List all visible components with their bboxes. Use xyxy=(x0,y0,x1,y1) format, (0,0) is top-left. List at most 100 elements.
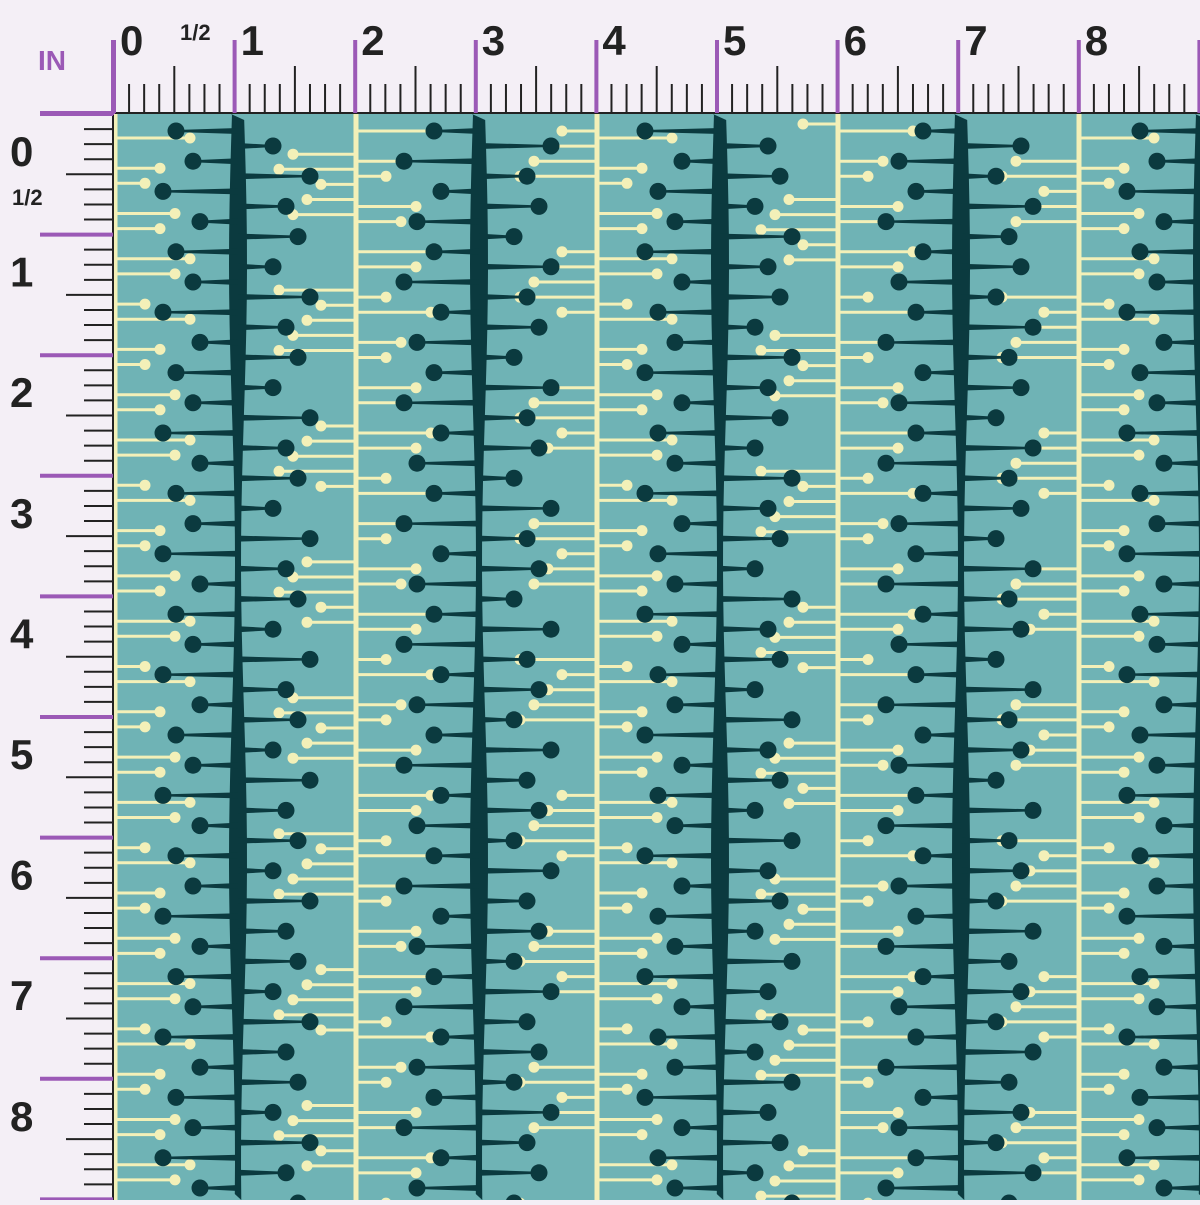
light-dot xyxy=(47,1183,58,1194)
dark-branch xyxy=(961,384,1021,391)
dark-branch xyxy=(961,1109,1021,1116)
dark-dot xyxy=(264,862,282,880)
dark-dot xyxy=(636,243,654,261)
dark-branch xyxy=(238,1079,298,1086)
light-dot xyxy=(380,835,392,847)
dark-branch xyxy=(193,520,238,527)
dark-branch xyxy=(0,1049,69,1055)
light-dot xyxy=(862,533,874,545)
dark-dot xyxy=(636,484,654,502)
left-ruler-label: 5 xyxy=(10,731,33,778)
dark-branch xyxy=(238,958,298,965)
light-dot xyxy=(380,714,392,726)
dark-dot xyxy=(277,560,295,578)
dark-branch xyxy=(434,490,479,497)
dark-branch xyxy=(720,1049,755,1055)
dark-dot xyxy=(530,439,548,457)
dark-branch xyxy=(658,1154,720,1161)
dark-dot xyxy=(37,1074,54,1091)
dark-branch xyxy=(479,143,551,149)
left-ruler-label: 1 xyxy=(10,249,33,296)
light-dot xyxy=(184,494,196,506)
light-dot xyxy=(139,1023,151,1035)
dark-dot xyxy=(425,605,443,623)
dark-dot xyxy=(395,273,413,291)
dark-branch xyxy=(479,203,539,210)
light-dot xyxy=(410,986,422,998)
dark-dot xyxy=(914,847,932,865)
dark-dot xyxy=(505,1073,523,1091)
light-dot xyxy=(395,940,407,952)
dark-dot xyxy=(1000,228,1018,246)
dark-dot xyxy=(759,1103,777,1121)
light-dot xyxy=(666,313,678,325)
dark-branch xyxy=(645,1094,720,1101)
light-dot xyxy=(154,1068,166,1080)
light-dot xyxy=(1118,525,1130,537)
light-dot xyxy=(410,925,422,937)
dark-dot xyxy=(301,167,319,185)
light-dot xyxy=(380,170,392,182)
dark-dot xyxy=(907,666,925,684)
dark-branch xyxy=(479,777,527,784)
dark-dot xyxy=(1155,575,1173,593)
dark-branch xyxy=(1140,611,1200,618)
light-dot xyxy=(1133,932,1145,944)
dark-branch xyxy=(886,460,961,467)
dark-dot xyxy=(890,1119,908,1137)
dark-branch xyxy=(1127,550,1200,557)
dark-branch xyxy=(923,732,961,738)
light-dot xyxy=(301,616,313,628)
dark-branch xyxy=(200,339,238,346)
dark-dot xyxy=(277,318,295,336)
dark-branch xyxy=(441,792,479,799)
light-stem xyxy=(353,114,359,1200)
light-dot xyxy=(1038,608,1050,620)
dark-branch xyxy=(961,867,1021,874)
dark-dot xyxy=(759,137,777,155)
dark-dot xyxy=(408,575,426,593)
dark-dot xyxy=(1155,454,1173,472)
dark-branch xyxy=(200,581,238,587)
light-dot xyxy=(651,993,663,1005)
dark-branch xyxy=(1157,158,1200,165)
light-dot xyxy=(1148,434,1160,446)
dark-branch xyxy=(720,898,780,904)
dark-dot xyxy=(530,922,548,940)
dark-branch xyxy=(720,686,755,693)
dark-dot xyxy=(530,801,548,819)
dark-dot xyxy=(1012,741,1030,759)
light-dot xyxy=(75,1152,86,1163)
dark-dot xyxy=(191,817,209,835)
light-dot xyxy=(862,291,874,303)
light-dot xyxy=(169,208,181,219)
light-dot xyxy=(75,790,86,801)
dark-branch xyxy=(961,475,1009,482)
dark-branch xyxy=(1164,1185,1200,1191)
dark-dot xyxy=(425,122,443,140)
dark-dot xyxy=(408,937,426,955)
light-dot xyxy=(651,389,663,401)
dark-branch xyxy=(479,263,551,270)
light-dot xyxy=(1103,359,1115,370)
light-dot xyxy=(556,125,568,137)
dark-dot xyxy=(49,138,66,155)
dark-dot xyxy=(167,243,185,261)
dark-branch xyxy=(682,1124,720,1131)
dark-branch xyxy=(645,973,720,980)
light-dot xyxy=(380,654,392,665)
light-dot xyxy=(877,397,889,409)
dark-dot xyxy=(1148,273,1166,291)
dark-branch xyxy=(961,565,1033,572)
dark-dot xyxy=(666,454,684,472)
dark-dot xyxy=(1012,137,1030,155)
dark-dot xyxy=(290,1194,306,1200)
light-dot xyxy=(301,979,313,991)
light-dot xyxy=(666,676,678,688)
dark-dot xyxy=(1131,484,1149,502)
dark-dot xyxy=(1012,1103,1030,1121)
light-dot xyxy=(273,1009,285,1021)
light-dot xyxy=(315,480,327,492)
light-dot xyxy=(380,1076,392,1088)
dark-branch xyxy=(479,414,527,421)
